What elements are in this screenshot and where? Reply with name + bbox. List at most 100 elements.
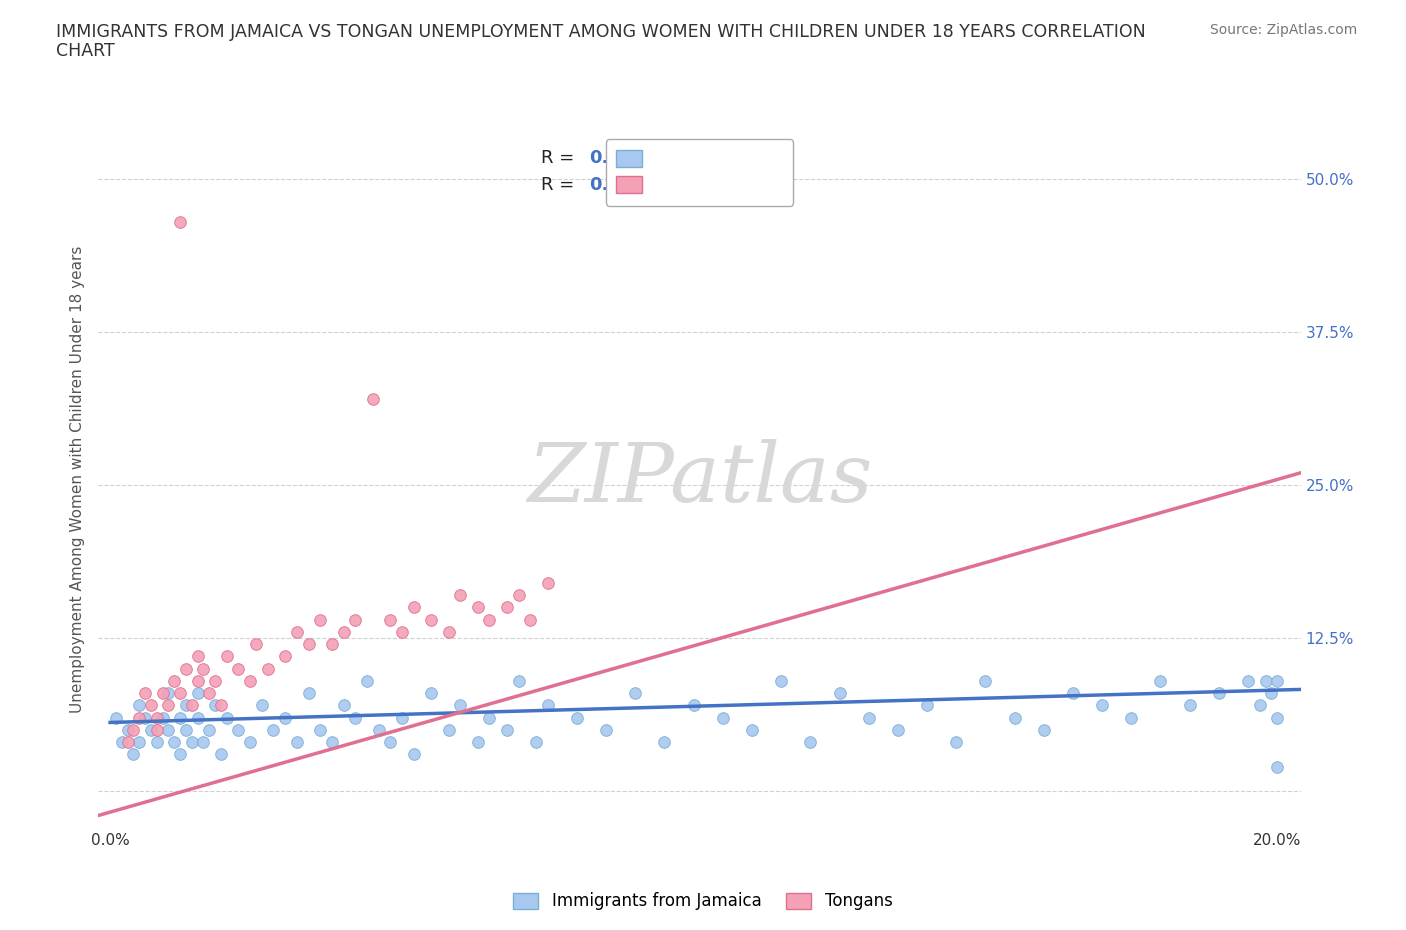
Point bbox=[565, 711, 588, 725]
Point bbox=[187, 649, 209, 664]
Point bbox=[169, 685, 191, 700]
Point bbox=[297, 685, 319, 700]
Point bbox=[157, 723, 180, 737]
Text: 0.179: 0.179 bbox=[589, 149, 645, 167]
Text: R =: R = bbox=[541, 149, 579, 167]
Point bbox=[111, 735, 134, 750]
Text: 0.442: 0.442 bbox=[589, 176, 645, 193]
Point bbox=[1121, 711, 1143, 725]
Point bbox=[799, 735, 821, 750]
Point bbox=[367, 723, 389, 737]
Point bbox=[285, 624, 308, 639]
Point bbox=[139, 698, 162, 712]
Point bbox=[508, 588, 530, 603]
Point bbox=[309, 723, 332, 737]
Point bbox=[187, 711, 209, 725]
Point bbox=[134, 711, 156, 725]
Point bbox=[180, 698, 202, 712]
Point bbox=[361, 392, 384, 406]
Point bbox=[1265, 711, 1288, 725]
Point bbox=[245, 637, 267, 652]
Point bbox=[467, 735, 489, 750]
Point bbox=[139, 723, 162, 737]
Text: R =: R = bbox=[541, 176, 579, 193]
Point bbox=[157, 685, 180, 700]
Point bbox=[193, 661, 215, 676]
Point bbox=[595, 723, 617, 737]
Point bbox=[858, 711, 880, 725]
Point bbox=[274, 649, 297, 664]
Point bbox=[1032, 723, 1054, 737]
Point bbox=[420, 685, 443, 700]
Text: N =: N = bbox=[650, 176, 700, 193]
Point bbox=[770, 673, 793, 688]
Point bbox=[163, 673, 186, 688]
Point bbox=[402, 600, 425, 615]
Point bbox=[152, 685, 174, 700]
Point bbox=[1091, 698, 1114, 712]
Point bbox=[1062, 685, 1084, 700]
Text: N =: N = bbox=[650, 149, 700, 167]
Point bbox=[344, 612, 367, 627]
Point bbox=[478, 612, 501, 627]
Point bbox=[157, 698, 180, 712]
Point bbox=[496, 600, 519, 615]
Point bbox=[263, 723, 285, 737]
Point bbox=[134, 685, 156, 700]
Point bbox=[741, 723, 763, 737]
Y-axis label: Unemployment Among Women with Children Under 18 years: Unemployment Among Women with Children U… bbox=[70, 246, 86, 712]
Point bbox=[391, 711, 413, 725]
Point bbox=[1178, 698, 1201, 712]
Point bbox=[209, 698, 232, 712]
Point bbox=[496, 723, 519, 737]
Point bbox=[945, 735, 967, 750]
Point bbox=[152, 711, 174, 725]
Point bbox=[887, 723, 910, 737]
Point bbox=[198, 685, 221, 700]
Point bbox=[380, 612, 402, 627]
Point bbox=[297, 637, 319, 652]
Point bbox=[215, 649, 238, 664]
Point bbox=[209, 747, 232, 762]
Point bbox=[239, 673, 262, 688]
Point bbox=[332, 624, 354, 639]
Text: Source: ZipAtlas.com: Source: ZipAtlas.com bbox=[1209, 23, 1357, 37]
Point bbox=[204, 673, 226, 688]
Point bbox=[1254, 673, 1277, 688]
Point bbox=[104, 711, 127, 725]
Point bbox=[117, 723, 139, 737]
Text: 80: 80 bbox=[703, 149, 728, 167]
Point bbox=[1208, 685, 1230, 700]
Point bbox=[1260, 685, 1282, 700]
Point bbox=[128, 698, 150, 712]
Point bbox=[344, 711, 367, 725]
Point bbox=[537, 576, 560, 591]
Point bbox=[711, 711, 734, 725]
Point bbox=[146, 711, 169, 725]
Point bbox=[332, 698, 354, 712]
Point bbox=[321, 637, 343, 652]
Point bbox=[537, 698, 560, 712]
Point bbox=[1237, 673, 1260, 688]
Point bbox=[285, 735, 308, 750]
Point bbox=[478, 711, 501, 725]
Point bbox=[198, 723, 221, 737]
Point bbox=[193, 735, 215, 750]
Point bbox=[187, 673, 209, 688]
Point bbox=[122, 747, 145, 762]
Text: ZIPatlas: ZIPatlas bbox=[527, 439, 872, 519]
Point bbox=[174, 661, 197, 676]
Point bbox=[524, 735, 547, 750]
Point bbox=[146, 723, 169, 737]
Point bbox=[974, 673, 997, 688]
Point bbox=[228, 661, 250, 676]
Point bbox=[128, 711, 150, 725]
Point bbox=[228, 723, 250, 737]
Point bbox=[1265, 673, 1288, 688]
Legend: Immigrants from Jamaica, Tongans: Immigrants from Jamaica, Tongans bbox=[506, 885, 900, 917]
Text: 45: 45 bbox=[703, 176, 728, 193]
Point bbox=[449, 588, 471, 603]
Point bbox=[117, 735, 139, 750]
Point bbox=[1265, 759, 1288, 774]
Point bbox=[437, 624, 460, 639]
